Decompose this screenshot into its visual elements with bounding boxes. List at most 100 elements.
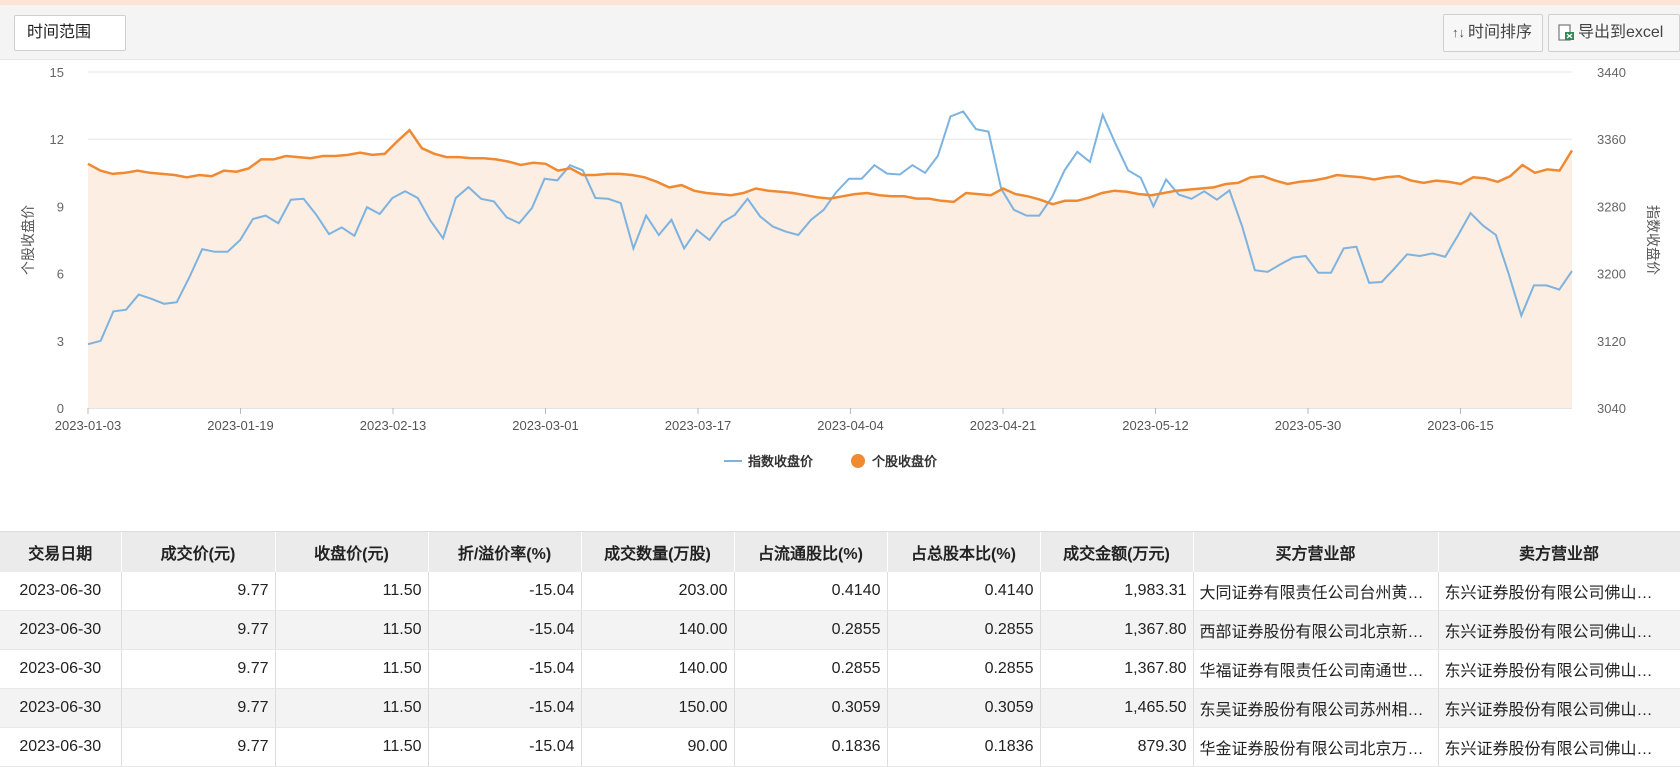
column-header[interactable]: 买方营业部 (1193, 532, 1439, 572)
table-row[interactable]: 2023-06-30 9.77 11.50 -15.04 203.00 0.4140 0.4… (0, 572, 1680, 611)
column-header[interactable]: 成交数量(万股) (581, 532, 735, 572)
table-cell: 东兴证券股份有限公司佛山… (1438, 610, 1680, 650)
time-sort-label: 时间排序 (1468, 24, 1533, 41)
column-header[interactable]: 占流通股比(%) (734, 532, 888, 572)
right-axis-tick-label: 3200 (1597, 267, 1626, 282)
table-cell: 0.1836 (734, 727, 888, 767)
x-axis-tick-label: 2023-01-19 (207, 418, 274, 433)
table-cell: 2023-06-30 (0, 649, 122, 689)
table-cell: -15.04 (428, 649, 582, 689)
table-cell: 2023-06-30 (0, 610, 122, 650)
left-axis-title: 个股收盘价 (20, 205, 37, 275)
table-cell: 东吴证券股份有限公司苏州相… (1193, 688, 1439, 728)
column-header[interactable]: 占总股本比(%) (887, 532, 1041, 572)
x-axis-tick-label: 2023-05-12 (1122, 418, 1189, 433)
export-excel-button[interactable]: 导出到excel (1548, 14, 1680, 52)
table-cell: 9.77 (121, 688, 276, 728)
x-axis-tick-label: 2023-06-15 (1427, 418, 1494, 433)
left-axis-tick-label: 3 (57, 334, 64, 349)
table-cell: 华金证券股份有限公司北京万… (1193, 727, 1439, 767)
table-cell: 0.4140 (734, 572, 888, 611)
table-row[interactable]: 2023-06-30 9.77 11.50 -15.04 90.00 0.1836 0.18… (0, 727, 1680, 767)
table-cell: 2023-06-30 (0, 727, 122, 767)
table-cell: 2023-06-30 (0, 572, 122, 611)
table-cell: 11.50 (275, 688, 429, 728)
table-cell: 11.50 (275, 727, 429, 767)
stock-price-line (87, 128, 1574, 206)
table-cell: 东兴证券股份有限公司佛山… (1438, 572, 1680, 611)
x-axis-tick-label: 2023-03-01 (512, 418, 579, 433)
table-cell: 1,983.31 (1040, 572, 1194, 611)
column-header[interactable]: 交易日期 (0, 532, 122, 572)
table-cell: 东兴证券股份有限公司佛山… (1438, 727, 1680, 767)
left-axis-tick-label: 9 (57, 199, 64, 214)
table-cell: 11.50 (275, 572, 429, 611)
table-cell: 0.3059 (887, 688, 1041, 728)
legend-stock-label: 个股收盘价 (871, 454, 938, 470)
column-header[interactable]: 卖方营业部 (1438, 532, 1680, 572)
x-axis-tick-label: 2023-05-30 (1275, 418, 1342, 433)
table-row[interactable]: 2023-06-30 9.77 11.50 -15.04 140.00 0.2855 0.2… (0, 610, 1680, 650)
price-chart: 0 3 6 9 12 15 3040 3120 3200 3280 3360 3440 个股收盘价 指数收… (0, 60, 1680, 530)
table-cell: 0.2855 (734, 610, 888, 650)
table-cell: -15.04 (428, 610, 582, 650)
table-cell: 90.00 (581, 727, 735, 767)
table-cell: -15.04 (428, 572, 582, 611)
table-cell: 140.00 (581, 610, 735, 650)
table-cell: 11.50 (275, 610, 429, 650)
right-axis-tick-label: 3280 (1597, 199, 1626, 214)
table-cell: 0.2855 (734, 649, 888, 689)
time-range-button[interactable]: 时间范围 (14, 15, 126, 51)
x-axis-tick-label: 2023-02-13 (360, 418, 427, 433)
right-axis-tick-label: 3120 (1597, 334, 1626, 349)
table-cell: 140.00 (581, 649, 735, 689)
table-row[interactable]: 2023-06-30 9.77 11.50 -15.04 150.00 0.3059 0.3… (0, 688, 1680, 728)
right-axis-tick-label: 3360 (1597, 132, 1626, 147)
table-cell: 9.77 (121, 572, 276, 611)
x-axis-tick-label: 2023-04-04 (817, 418, 884, 433)
table-cell: 华福证券有限责任公司南通世… (1193, 649, 1439, 689)
table-cell: 0.1836 (887, 727, 1041, 767)
table-cell: 0.2855 (887, 610, 1041, 650)
table-cell: 1,367.80 (1040, 649, 1194, 689)
right-axis-tick-label: 3440 (1597, 65, 1626, 80)
block-trade-table-container: 交易日期 成交价(元) 收盘价(元) 折/溢价率(%) 成交数量(万股) 占流通股比(%)… (0, 531, 1680, 767)
time-sort-button[interactable]: ↑↓ 时间排序 (1443, 14, 1543, 52)
x-axis-tick-label: 2023-03-17 (665, 418, 732, 433)
time-range-label: 时间范围 (27, 24, 92, 41)
block-trade-table: 交易日期 成交价(元) 收盘价(元) 折/溢价率(%) 成交数量(万股) 占流通股比(%)… (0, 532, 1680, 767)
sort-arrows-icon: ↑↓ (1452, 25, 1465, 40)
table-cell: 879.30 (1040, 727, 1194, 767)
table-cell: 东兴证券股份有限公司佛山… (1438, 649, 1680, 689)
table-cell: 大同证券有限责任公司台州黄… (1193, 572, 1439, 611)
left-axis-tick-label: 0 (57, 401, 64, 416)
table-cell: 0.3059 (734, 688, 888, 728)
table-cell: 203.00 (581, 572, 735, 611)
table-row[interactable]: 2023-06-30 9.77 11.50 -15.04 140.00 0.2855 0.2… (0, 649, 1680, 689)
table-cell: 9.77 (121, 649, 276, 689)
column-header[interactable]: 收盘价(元) (275, 532, 429, 572)
table-cell: 150.00 (581, 688, 735, 728)
column-header[interactable]: 折/溢价率(%) (428, 532, 582, 572)
x-axis-tick-label: 2023-04-21 (970, 418, 1037, 433)
excel-export-icon (1558, 24, 1574, 41)
table-cell: 9.77 (121, 610, 276, 650)
table-cell: -15.04 (428, 688, 582, 728)
table-cell: 0.2855 (887, 649, 1041, 689)
table-cell: 11.50 (275, 649, 429, 689)
stock-price-area (88, 130, 1572, 408)
index-price-line (87, 110, 1573, 346)
left-axis-tick-label: 15 (50, 65, 64, 80)
column-header[interactable]: 成交金额(万元) (1040, 532, 1194, 572)
toolbar: 时间范围 ↑↓ 时间排序 导出到excel (0, 5, 1680, 60)
table-header-row: 交易日期 成交价(元) 收盘价(元) 折/溢价率(%) 成交数量(万股) 占流通股比(%)… (0, 532, 1680, 572)
table-cell: 1,367.80 (1040, 610, 1194, 650)
table-cell: 0.4140 (887, 572, 1041, 611)
left-axis-tick-label: 6 (57, 267, 64, 282)
top-accent-line (0, 0, 1680, 5)
table-cell: 9.77 (121, 727, 276, 767)
column-header[interactable]: 成交价(元) (121, 532, 276, 572)
legend-index-label: 指数收盘价 (748, 454, 814, 470)
right-axis-title: 指数收盘价 (1644, 205, 1661, 275)
